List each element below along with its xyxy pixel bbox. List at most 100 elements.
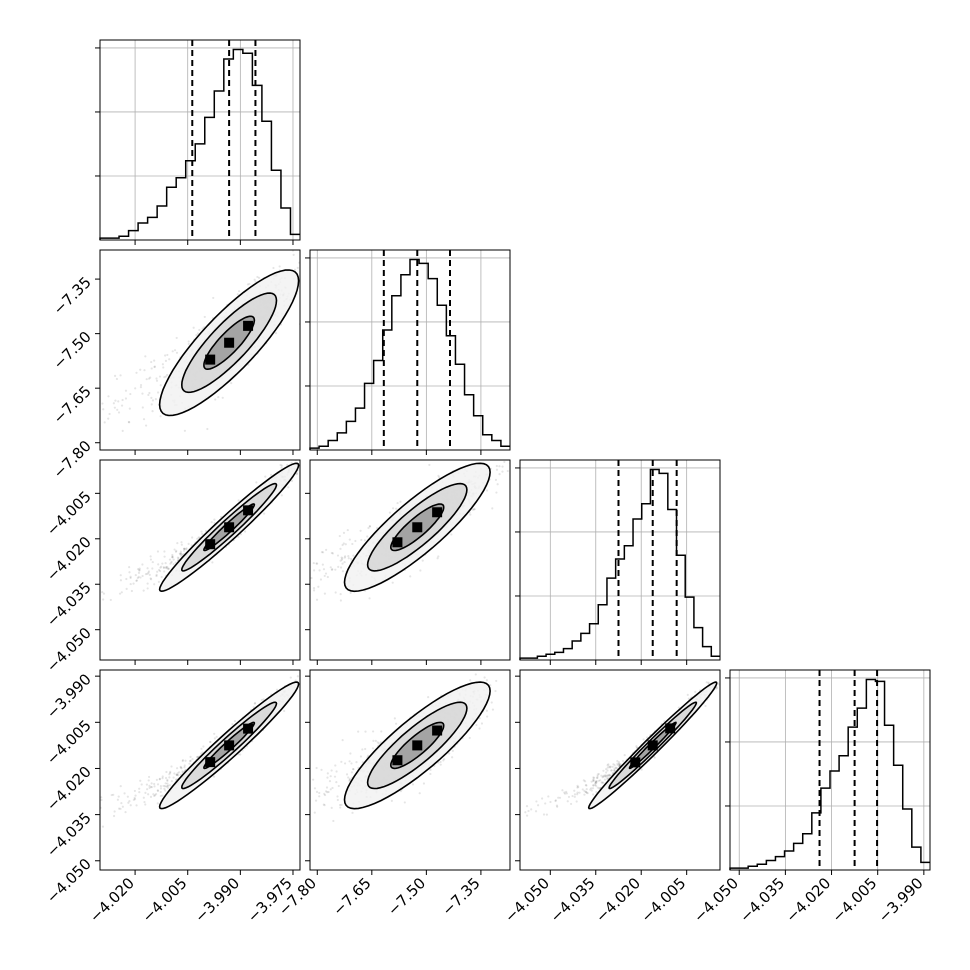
sample-point <box>341 570 345 573</box>
sample-point <box>576 793 579 796</box>
sample-point <box>213 737 216 740</box>
sample-point <box>179 554 182 557</box>
sample-point <box>124 397 128 400</box>
density-peak-cell <box>412 522 423 533</box>
sample-point <box>297 577 299 579</box>
density-contour-2 <box>180 292 278 394</box>
sample-point <box>219 587 221 589</box>
sample-point <box>239 753 242 756</box>
density-contour-2 <box>366 482 468 572</box>
sample-point <box>576 791 579 794</box>
sample-point <box>335 770 338 773</box>
sample-point <box>260 698 263 702</box>
sample-point <box>230 382 233 385</box>
sample-point <box>329 566 332 569</box>
sample-point <box>439 763 442 766</box>
sample-point <box>359 755 363 758</box>
sample-point <box>324 572 328 575</box>
sample-point <box>203 315 206 319</box>
sample-point <box>196 537 199 540</box>
sample-point <box>437 474 440 477</box>
sample-point <box>151 410 154 413</box>
sample-point <box>146 587 149 590</box>
sample-point <box>439 760 442 764</box>
sample-point <box>48 830 50 832</box>
sample-point <box>176 773 179 777</box>
sample-point <box>147 393 150 397</box>
y-tick-label: −4.050 <box>43 855 95 907</box>
sample-point <box>379 741 382 744</box>
sample-point <box>234 616 236 618</box>
sample-point <box>334 591 337 594</box>
sample-point <box>498 663 500 665</box>
sample-point <box>167 784 170 787</box>
sample-point <box>347 557 350 560</box>
sample-point <box>289 676 292 679</box>
sample-point <box>102 592 106 595</box>
sample-point <box>393 717 396 720</box>
sample-point <box>168 776 171 779</box>
sample-point <box>171 553 174 557</box>
sample-point <box>306 548 308 550</box>
sample-point <box>148 786 151 790</box>
panel-frame <box>729 669 931 871</box>
sample-point <box>501 465 504 468</box>
sample-point <box>494 689 497 693</box>
sample-point <box>138 568 141 571</box>
sample-point <box>471 508 474 511</box>
sample-point <box>171 556 174 559</box>
sample-point <box>102 598 105 601</box>
sample-point <box>144 803 147 806</box>
sample-point <box>287 486 290 489</box>
sample-point <box>302 669 304 671</box>
sample-point <box>326 776 329 779</box>
sample-point <box>168 358 171 361</box>
sample-point <box>174 561 177 564</box>
sample-point <box>237 290 241 293</box>
sample-point <box>175 351 179 354</box>
sample-point <box>302 664 304 666</box>
sample-point <box>86 601 88 603</box>
sample-point <box>165 770 168 774</box>
sample-point <box>296 675 299 678</box>
sample-point <box>715 687 718 690</box>
sample-point <box>392 507 395 510</box>
sample-point <box>396 501 399 505</box>
sample-point <box>348 779 351 783</box>
sample-point <box>443 758 446 761</box>
panel-content <box>100 250 306 450</box>
sample-point <box>262 698 265 701</box>
sample-point <box>166 784 169 788</box>
sample-point <box>181 759 184 763</box>
sample-point <box>119 374 122 377</box>
sample-point <box>128 571 131 574</box>
sample-point <box>312 778 315 781</box>
sample-point <box>179 765 182 768</box>
sample-point <box>343 762 347 765</box>
sample-point <box>323 804 326 807</box>
sample-point <box>320 768 323 771</box>
sample-point <box>149 795 153 798</box>
sample-point <box>180 767 183 770</box>
sample-point <box>592 776 595 779</box>
sample-point <box>642 738 645 741</box>
sample-point <box>344 543 347 546</box>
sample-point <box>495 468 499 471</box>
sample-point <box>175 773 178 776</box>
sample-point <box>112 402 115 405</box>
sample-point <box>314 455 316 457</box>
sample-point <box>349 752 352 755</box>
sample-point <box>214 398 217 401</box>
sample-point <box>427 696 430 699</box>
sample-point <box>585 788 588 791</box>
sample-point <box>153 583 156 586</box>
sample-point <box>317 585 320 588</box>
sample-point <box>422 782 426 785</box>
sample-point <box>304 262 306 264</box>
sample-point <box>128 799 131 803</box>
sample-point <box>129 582 132 586</box>
sample-point <box>256 817 258 819</box>
sample-point <box>159 787 163 790</box>
sample-point <box>164 782 167 785</box>
sample-point <box>135 579 138 582</box>
